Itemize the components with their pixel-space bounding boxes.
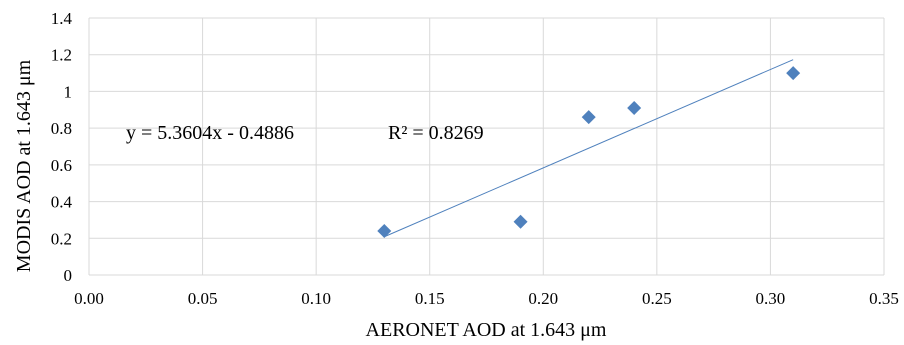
r-squared-label: R² = 0.8269 <box>388 122 484 144</box>
y-tick-label: 1 <box>64 82 73 101</box>
y-tick-labels: 0 0.2 0.4 0.6 0.8 1 1.2 1.4 <box>51 9 73 285</box>
y-tick-label: 0.8 <box>51 119 72 138</box>
grid <box>88 17 885 276</box>
x-tick-label: 0.25 <box>642 289 672 308</box>
data-point-marker <box>377 223 392 238</box>
y-tick-label: 0 <box>64 266 73 285</box>
x-tick-label: 0.10 <box>301 289 331 308</box>
data-point-marker <box>627 100 642 115</box>
y-axis-title: MODIS AOD at 1.643 μm <box>13 59 35 272</box>
data-point-marker <box>513 214 528 229</box>
x-tick-label: 0.30 <box>756 289 786 308</box>
x-axis-title: AERONET AOD at 1.643 μm <box>366 319 607 341</box>
x-tick-labels: 0.00 0.05 0.10 0.15 0.20 0.25 0.30 0.35 <box>74 289 899 308</box>
y-tick-label: 1.4 <box>51 9 73 28</box>
x-tick-label: 0.20 <box>528 289 558 308</box>
y-tick-label: 0.2 <box>51 229 72 248</box>
x-tick-label: 0.15 <box>415 289 445 308</box>
x-tick-label: 0.35 <box>869 289 899 308</box>
y-tick-label: 0.6 <box>51 156 72 175</box>
trendline-equation: y = 5.3604x - 0.4886 <box>126 122 294 144</box>
trendline <box>384 59 794 238</box>
data-point-marker <box>581 110 596 125</box>
x-tick-label: 0.00 <box>74 289 104 308</box>
y-tick-label: 0.4 <box>51 193 73 212</box>
data-point-marker <box>786 66 801 81</box>
data-points <box>377 66 801 238</box>
x-tick-label: 0.05 <box>188 289 218 308</box>
y-tick-label: 1.2 <box>51 46 72 65</box>
